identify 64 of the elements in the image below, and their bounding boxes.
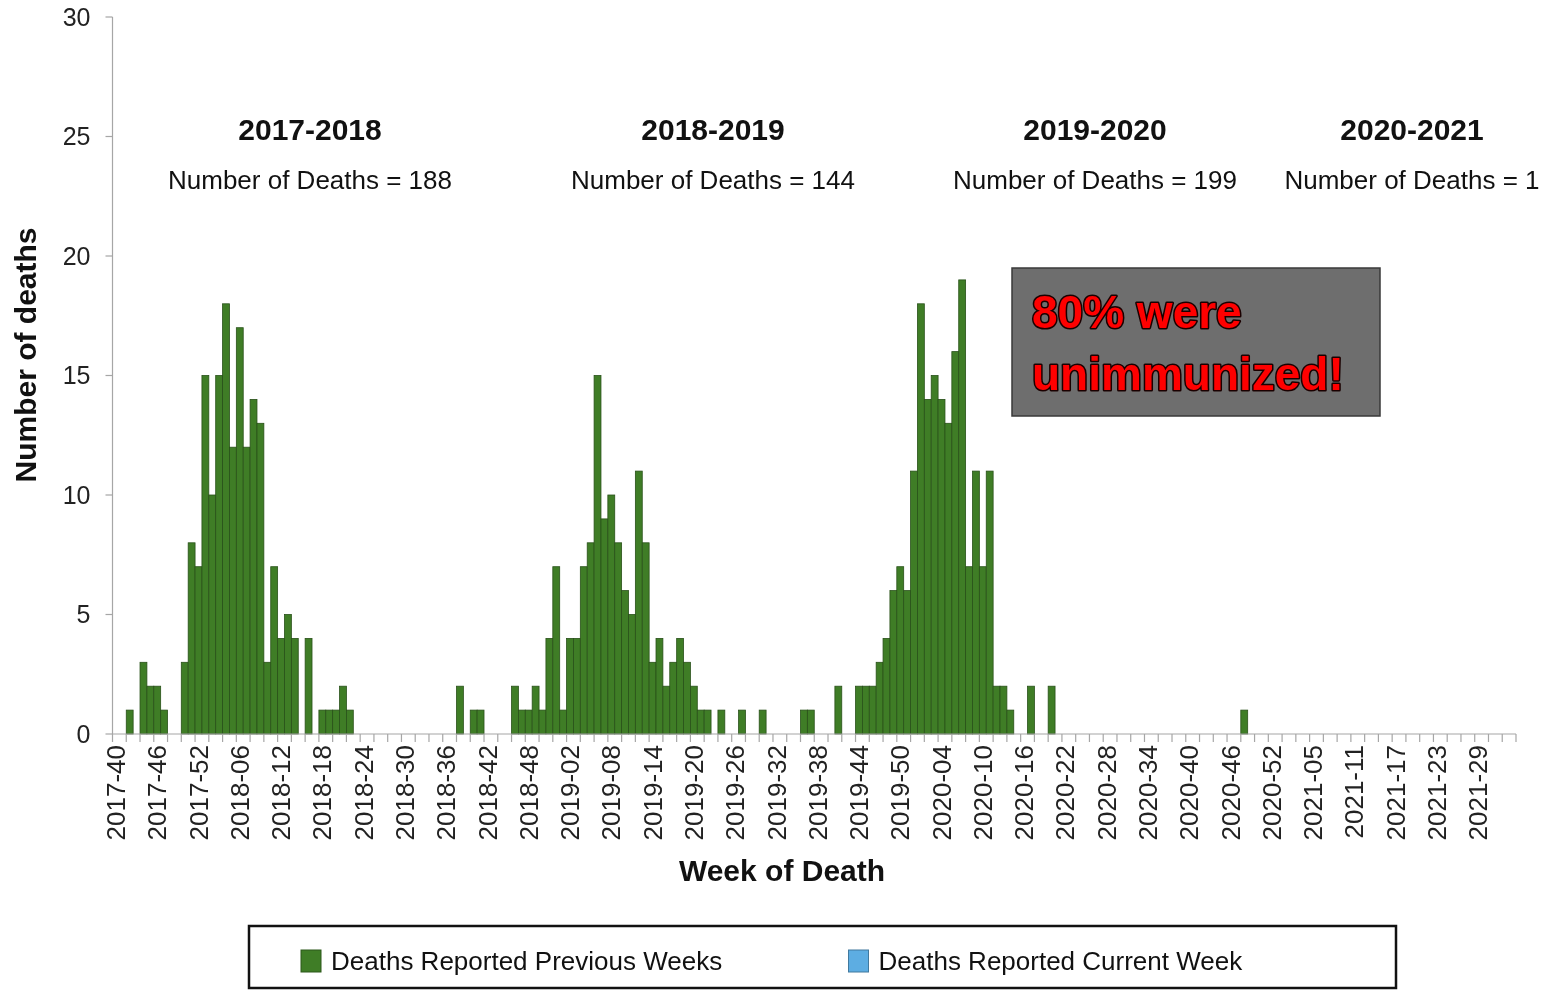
annotation: Number of Deaths = 1	[1284, 165, 1540, 195]
y-tick-label: 0	[76, 719, 91, 748]
x-tick-label: 2020-52	[1256, 745, 1287, 841]
annotation: Number of Deaths = 199	[953, 165, 1237, 195]
x-tick-label: 2017-52	[183, 745, 214, 841]
y-tick-label: 5	[76, 600, 91, 629]
x-tick-label: 2019-08	[596, 745, 627, 841]
y-tick-label: 10	[62, 480, 91, 509]
bar	[1027, 685, 1035, 735]
x-axis-title: Week of Death	[678, 854, 886, 887]
x-tick-label: 2019-26	[720, 745, 751, 841]
x-tick-label: 2020-28	[1091, 745, 1122, 841]
x-tick-label: 2020-04	[926, 745, 957, 841]
bar	[1047, 685, 1056, 735]
bar	[834, 685, 843, 735]
x-tick-label: 2021-17	[1380, 745, 1411, 841]
x-tick-label: 2019-02	[555, 745, 586, 841]
x-tick-label: 2018-42	[472, 745, 503, 841]
annotation: 80% were unimmunized!	[1032, 286, 1344, 400]
bar	[758, 709, 767, 735]
bar	[456, 685, 464, 735]
x-tick-label: 2019-20	[678, 745, 709, 841]
x-tick-label: 2019-50	[885, 745, 916, 841]
annotation: Number of Deaths = 144	[571, 165, 855, 195]
legend-label: Deaths Reported Current Week	[878, 946, 1244, 976]
x-tick-label: 2018-36	[431, 745, 462, 841]
x-tick-label: 2017-40	[101, 745, 132, 841]
x-tick-label: 2018-12	[266, 745, 297, 841]
x-tick-label: 2021-29	[1463, 745, 1494, 841]
annotation: 2018-2019	[641, 113, 785, 146]
x-tick-label: 2019-44	[844, 745, 875, 841]
x-tick-label: 2018-30	[390, 745, 420, 841]
annotation: Number of Deaths = 188	[168, 165, 452, 195]
y-tick-label: 25	[62, 122, 91, 151]
x-tick-label: 2020-22	[1050, 745, 1081, 841]
x-tick-label: 2019-14	[637, 745, 668, 841]
legend-label: Deaths Reported Previous Weeks	[331, 946, 723, 976]
bar	[304, 638, 313, 735]
x-tick-label: 2021-11	[1339, 745, 1370, 839]
y-axis-title: Number of deaths	[9, 227, 42, 483]
y-tick-label: 20	[62, 241, 91, 270]
annotation: 2017-2018	[238, 113, 382, 146]
bar	[125, 709, 134, 735]
x-tick-label: 2019-32	[761, 745, 792, 841]
annotation: 2019-2020	[1023, 113, 1167, 146]
x-tick-label: 2020-34	[1133, 745, 1164, 841]
x-tick-label: 2020-46	[1215, 745, 1246, 841]
bar	[738, 709, 746, 735]
x-tick-label: 2021-23	[1421, 745, 1452, 841]
x-tick-label: 2020-10	[967, 745, 998, 841]
x-tick-label: 2020-16	[1009, 745, 1040, 841]
bar	[1240, 709, 1249, 735]
x-tick-label: 2017-46	[142, 745, 173, 841]
y-tick-label: 15	[62, 361, 91, 390]
x-tick-label: 2021-05	[1298, 745, 1329, 841]
x-tick-label: 2019-38	[802, 745, 833, 841]
x-tick-label: 2018-18	[307, 745, 338, 841]
x-tick-label: 2018-06	[224, 745, 255, 841]
x-tick-label: 2020-40	[1174, 745, 1205, 841]
y-tick-label: 30	[62, 2, 91, 31]
bar	[717, 709, 726, 735]
x-tick-label: 2018-24	[348, 745, 379, 841]
x-tick-label: 2018-48	[513, 745, 544, 841]
annotation: 2020-2021	[1340, 113, 1484, 146]
